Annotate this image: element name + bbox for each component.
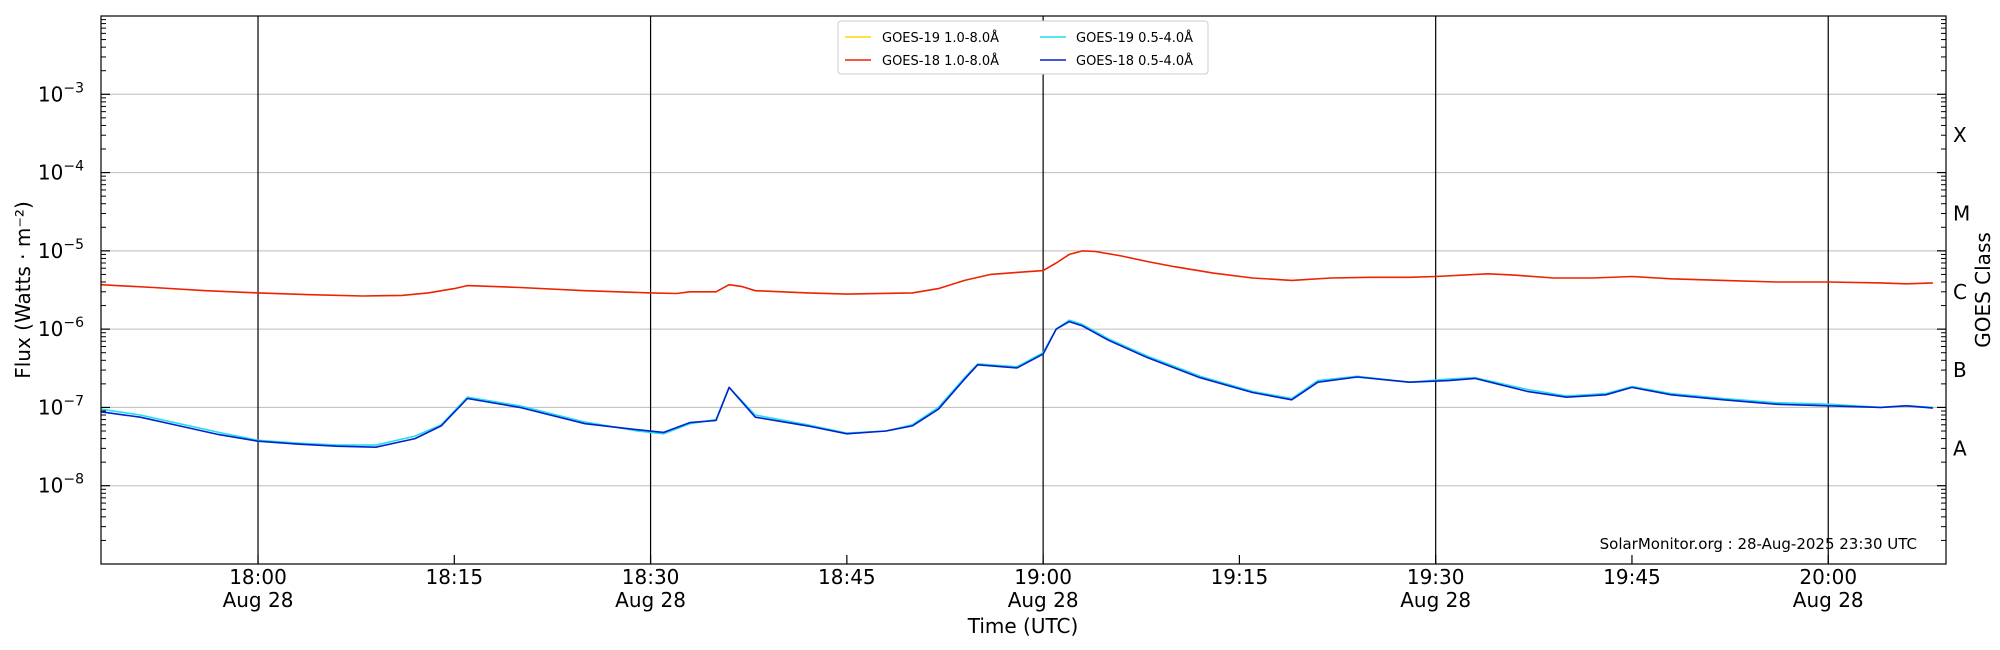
x-tick-label: 19:15 — [1211, 565, 1269, 589]
x-axis-title: Time (UTC) — [967, 614, 1079, 638]
x-tick-label: 18:30 — [622, 565, 680, 589]
y-tick-label: 10−4 — [38, 159, 84, 185]
x-tick-label: 18:45 — [818, 565, 876, 589]
legend-label-goes18-short: GOES-18 0.5-4.0Å — [1076, 53, 1193, 69]
series-line-goes-19-0-5-4-0- — [100, 319, 1933, 446]
legend-label-goes18-long: GOES-18 1.0-8.0Å — [882, 53, 999, 69]
x-tick-date-label: Aug 28 — [615, 588, 686, 612]
y-tick-label: 10−7 — [38, 393, 84, 419]
goes-class-label: A — [1953, 436, 1967, 460]
legend: GOES-19 1.0-8.0Å GOES-18 1.0-8.0Å GOES-1… — [837, 20, 1209, 75]
y-tick-label: 10−6 — [38, 315, 84, 341]
plot-background — [101, 16, 1946, 564]
series-line-goes-18-1-0-8-0- — [100, 250, 1933, 297]
y-axis-ticks: 10−8 10−7 10−6 10−5 10−4 10−3 — [38, 19, 1946, 541]
series-line-goes-18-0-5-4-0- — [100, 320, 1933, 449]
goes-class-label: C — [1953, 280, 1967, 304]
goes-class-labels: X M C B A — [1953, 123, 1970, 460]
plot-frame — [100, 15, 1947, 565]
x-tick-label: 19:45 — [1603, 565, 1661, 589]
y-tick-label: 10−8 — [38, 472, 84, 498]
credit-timestamp: SolarMonitor.org : 28-Aug-2025 23:30 UTC — [1600, 535, 1917, 553]
x-tick-label: 19:30 — [1407, 565, 1465, 589]
y-tick-label: 10−3 — [38, 80, 84, 106]
x-tick-date-label: Aug 28 — [1008, 588, 1079, 612]
legend-label-goes19-short: GOES-19 0.5-4.0Å — [1076, 30, 1193, 46]
goes-class-label: B — [1953, 358, 1967, 382]
x-tick-date-label: Aug 28 — [1793, 588, 1864, 612]
x-tick-label: 19:00 — [1014, 565, 1072, 589]
goes-class-label: X — [1953, 123, 1967, 147]
y-axis-title: Flux (Watts · m⁻²) — [11, 201, 35, 379]
legend-box — [837, 20, 1209, 75]
x-tick-date-label: Aug 28 — [223, 588, 294, 612]
grid-lines — [101, 93, 1946, 487]
x-tick-label: 18:00 — [229, 565, 287, 589]
flux-series — [100, 250, 1933, 449]
x-tick-label: 18:15 — [425, 565, 483, 589]
legend-label-goes19-long: GOES-19 1.0-8.0Å — [882, 30, 999, 46]
x-tick-label: 20:00 — [1799, 565, 1857, 589]
y-tick-label: 10−5 — [38, 237, 84, 263]
goes-class-label: M — [1953, 202, 1970, 226]
x-tick-date-label: Aug 28 — [1400, 588, 1471, 612]
day-vertical-lines — [257, 16, 1829, 564]
right-axis-title: GOES Class — [1971, 232, 1995, 348]
